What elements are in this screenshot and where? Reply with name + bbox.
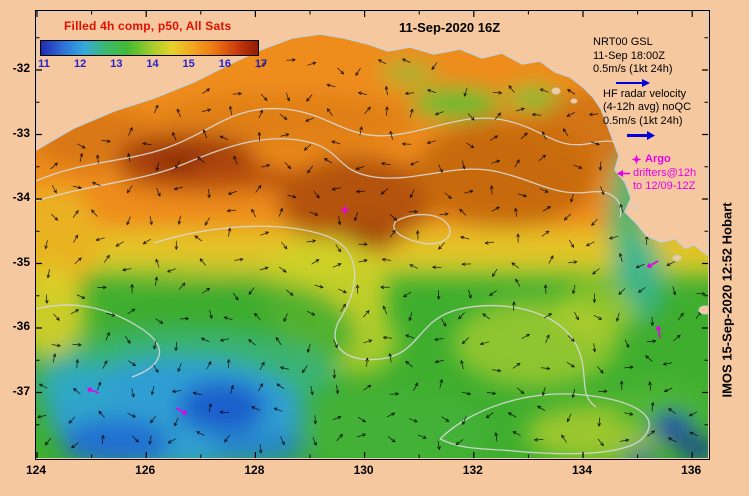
legend-argo-label: Argo [645,153,671,165]
gsl-velocity-scale-arrow-icon [616,78,650,87]
colorbar-tick-label: 17 [254,58,268,70]
y-tick-label: -33 [12,125,30,140]
legend-hf-qc: (4-12h avg) noQC [603,101,692,113]
colorbar-gradient [40,40,259,56]
argo-marker-icon [631,154,642,165]
x-tick-label: 136 [681,463,702,477]
drifter-track-marker [175,407,188,415]
colorbar: 11 12 13 14 15 16 17 [38,40,267,70]
drifter-track-marker [87,387,100,394]
x-tick-label: 124 [25,463,47,477]
y-tick-label: -36 [12,319,30,333]
colorbar-tick-label: 14 [146,58,159,70]
x-tick-label: 132 [462,463,483,477]
y-tick-label: -34 [12,190,30,204]
argo-float-marker [340,205,350,215]
x-tick-label: 126 [135,463,156,477]
drifter-arrow-icon [617,169,630,177]
coastline-land [36,11,708,256]
y-tick-label: -37 [12,383,30,398]
velocity-vectors [37,58,706,454]
axis-tick-marks [36,11,708,458]
drifter-track-marker [655,325,662,339]
legend-hf-name: HF radar velocity [603,87,687,100]
sst-color-field [36,11,708,458]
legend-gsl-name: NRT00 GSL [593,36,653,48]
legend-drifters-line2: to 12/09-12Z [633,180,696,192]
timestamp-label: 11-Sep-2020 16Z [399,20,501,35]
x-tick-label: 134 [571,463,593,477]
colorbar-tick-label: 12 [74,58,87,70]
x-tick-label: 130 [353,463,374,477]
colorbar-tick-label: 11 [38,58,50,70]
legend-gsl-scale: 0.5m/s (1kt 24h) [593,63,673,75]
islands [551,87,708,315]
colorbar-tick-labels: 11 12 13 14 15 16 17 [38,56,267,70]
y-tick-label: -32 [12,61,30,75]
sst-field-canvas [36,11,708,458]
legend-hf-scale: 0.5m/s (1kt 24h) [603,114,683,127]
y-tick-label: -35 [12,254,30,269]
hf-velocity-scale-arrow-icon [627,131,655,140]
legend: NRT00 GSL 11-Sep 18:00Z 0.5m/s (1kt 24h)… [593,36,713,194]
x-tick-label: 128 [244,463,265,477]
map-title: Filled 4h comp, p50, All Sats [64,19,232,33]
drifter-argo-markers [87,205,662,415]
colorbar-tick-label: 16 [218,58,231,70]
colorbar-tick-label: 13 [110,58,123,70]
colorbar-tick-label: 15 [182,58,195,70]
legend-drifters-line1: drifters@12h [633,166,697,179]
watermark-text: IMOS 15-Sep-2020 12:52 Hobart [719,202,735,398]
legend-gsl-time: 11-Sep 18:00Z [593,49,665,62]
drifter-track-marker [646,260,659,268]
map-plot-area: Filled 4h comp, p50, All Sats 11 12 13 14 15… [35,10,710,460]
